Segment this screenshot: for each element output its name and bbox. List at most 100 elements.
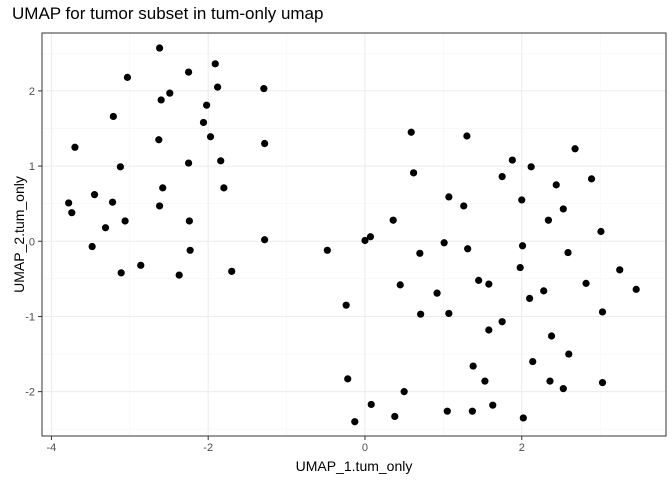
data-point	[367, 400, 375, 409]
data-point	[184, 159, 193, 167]
data-point	[407, 128, 415, 136]
data-point	[108, 198, 117, 206]
data-point	[632, 285, 640, 293]
data-point	[559, 205, 567, 213]
x-tick-label: 0	[362, 442, 368, 454]
panel-border	[41, 32, 667, 437]
data-point	[220, 184, 228, 192]
data-point	[469, 362, 477, 370]
data-point	[116, 163, 124, 171]
data-point	[366, 233, 375, 241]
data-point	[597, 227, 605, 236]
data-point	[440, 239, 448, 247]
data-point	[481, 377, 489, 385]
data-point	[552, 181, 560, 189]
data-point	[443, 407, 451, 415]
data-point	[344, 375, 352, 383]
data-point	[498, 173, 506, 181]
x-axis-title: UMAP_1.tum_only	[296, 458, 413, 474]
data-point	[155, 202, 164, 210]
data-point	[389, 216, 397, 224]
data-point	[101, 224, 110, 232]
data-point	[361, 236, 369, 245]
data-point	[463, 132, 471, 140]
data-point	[518, 242, 527, 250]
data-point	[519, 414, 527, 422]
data-point	[582, 279, 590, 287]
data-point	[544, 216, 553, 224]
gridlines	[42, 33, 666, 436]
data-point	[475, 276, 483, 284]
data-point	[217, 157, 225, 165]
data-point	[166, 89, 174, 97]
data-point	[525, 294, 534, 303]
data-point	[65, 199, 73, 207]
y-axis-title: UMAP_2.tum_only	[11, 176, 27, 293]
data-point	[460, 202, 468, 210]
data-point	[90, 191, 99, 199]
y-tick-label: 1	[29, 161, 35, 173]
data-point	[559, 385, 567, 393]
data-point	[508, 156, 516, 164]
y-tick-label: 0	[29, 236, 35, 248]
data-point	[409, 169, 418, 177]
data-point	[464, 245, 472, 253]
data-point	[261, 236, 269, 244]
data-point	[498, 318, 506, 326]
data-point	[565, 350, 573, 358]
x-axis-ticks: -4 -2 0 2	[47, 436, 525, 454]
data-point	[416, 249, 424, 257]
data-point	[155, 136, 163, 144]
data-point	[598, 379, 607, 387]
data-point	[342, 301, 350, 309]
data-point	[137, 261, 145, 269]
data-point	[213, 83, 222, 91]
chart-title: UMAP for tumor subset in tum-only umap	[12, 4, 324, 23]
data-point	[203, 101, 211, 109]
data-point	[445, 309, 453, 318]
data-point	[400, 388, 408, 396]
data-points	[65, 44, 640, 426]
data-point	[485, 280, 493, 288]
data-point	[109, 112, 117, 121]
data-point	[527, 163, 535, 171]
data-point	[323, 246, 331, 254]
data-point	[529, 357, 537, 366]
data-point	[175, 271, 183, 279]
data-point	[260, 85, 268, 93]
data-point	[88, 242, 96, 251]
data-point	[159, 184, 167, 192]
data-point	[396, 281, 404, 289]
data-point	[261, 139, 269, 148]
data-point	[184, 68, 193, 76]
y-axis-ticks: -2 -1 0 1 2	[25, 86, 42, 399]
data-point	[71, 143, 79, 151]
data-point	[199, 118, 208, 127]
data-point	[121, 217, 129, 225]
data-point	[211, 60, 219, 68]
x-tick-label: 2	[519, 442, 525, 454]
data-point	[564, 248, 572, 257]
data-point	[540, 287, 548, 295]
data-point	[489, 401, 497, 409]
data-point	[391, 412, 399, 421]
data-point	[157, 96, 165, 104]
data-point	[616, 266, 624, 274]
x-tick-label: -2	[203, 442, 213, 454]
data-point	[351, 418, 359, 426]
data-point	[445, 193, 453, 201]
data-point	[186, 246, 194, 254]
data-point	[546, 377, 554, 385]
y-tick-label: -2	[25, 387, 35, 399]
data-point	[185, 217, 193, 225]
data-point	[468, 407, 476, 415]
data-point	[518, 196, 526, 204]
data-point	[598, 308, 607, 316]
data-point	[123, 73, 132, 81]
y-tick-label: -1	[25, 311, 35, 323]
data-point	[516, 263, 524, 272]
data-point	[547, 332, 556, 340]
data-point	[155, 44, 164, 52]
data-point	[228, 267, 236, 275]
